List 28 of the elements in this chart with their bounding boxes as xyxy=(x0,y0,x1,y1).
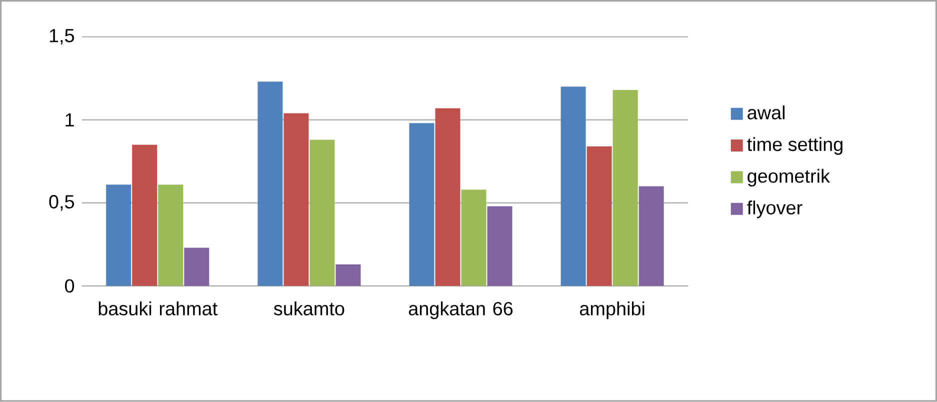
y-tick-label: 0 xyxy=(65,279,74,293)
bar xyxy=(158,184,184,286)
y-tick-label: 1,5 xyxy=(50,29,74,45)
legend-label: awal xyxy=(748,106,785,120)
bar xyxy=(258,82,283,286)
x-tick-label: basuki rahmat xyxy=(98,302,218,316)
bar xyxy=(560,86,586,286)
bar xyxy=(435,108,460,286)
x-tick-label: amphibi xyxy=(580,302,644,320)
x-tick-label: sukamto xyxy=(274,302,344,316)
x-tick-label: angkatan 66 xyxy=(408,302,513,320)
bar xyxy=(487,206,512,286)
bar xyxy=(284,113,309,286)
y-tick-label: 0,5 xyxy=(49,195,74,211)
bar xyxy=(310,140,335,286)
bar xyxy=(409,123,434,286)
legend-label: flyover xyxy=(747,200,802,218)
bar xyxy=(336,264,361,286)
legend-label: time setting xyxy=(747,137,842,155)
y-tick-label: 1 xyxy=(66,113,74,126)
bar xyxy=(106,184,132,286)
bar xyxy=(132,144,158,286)
legend-label: geometrik xyxy=(748,168,830,187)
bar xyxy=(638,186,664,286)
bar xyxy=(461,190,486,286)
bar xyxy=(586,146,612,286)
bar xyxy=(184,248,210,286)
bar xyxy=(612,90,638,286)
